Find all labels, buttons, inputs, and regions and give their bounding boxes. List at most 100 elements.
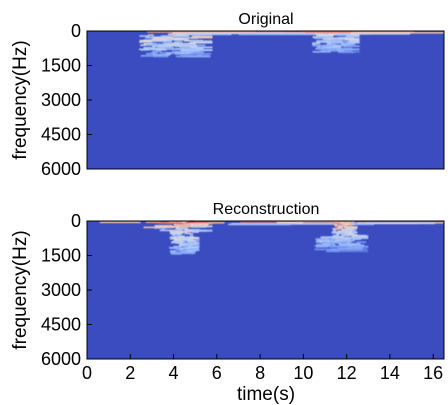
x-tick-label: 14	[380, 363, 400, 383]
heatmap-reconstruction	[87, 221, 444, 359]
spectral-streak	[332, 228, 336, 230]
spectral-streak	[154, 227, 167, 229]
spectral-streak	[173, 44, 198, 47]
y-axis-label: frequency(Hz)	[10, 230, 31, 349]
spectral-streak	[162, 225, 186, 228]
spectral-streak	[179, 248, 183, 250]
spectral-streak	[179, 245, 183, 247]
spectral-streak	[338, 51, 355, 54]
spectral-streak	[312, 43, 316, 46]
spectral-streak	[185, 244, 193, 247]
spectral-streak	[190, 226, 207, 228]
spectral-streak	[183, 247, 194, 249]
spectral-streak	[182, 248, 186, 250]
spectral-streak	[148, 34, 154, 36]
spectral-streak	[329, 249, 339, 251]
spectral-streak	[336, 233, 340, 235]
spectral-streak	[312, 42, 321, 44]
spectral-streak	[316, 34, 330, 37]
spectral-streak	[186, 237, 199, 239]
spectral-streak	[160, 35, 188, 37]
spectral-streak	[176, 228, 186, 230]
spectral-streak	[316, 243, 330, 246]
spectral-streak	[183, 241, 186, 243]
spectral-streak	[351, 235, 368, 238]
spectral-streak	[192, 237, 200, 239]
spectral-streak	[156, 49, 167, 51]
spectral-streak	[349, 237, 356, 240]
spectral-streak	[151, 52, 158, 54]
spectral-streak	[346, 45, 359, 47]
spectral-streak	[150, 40, 172, 42]
spectral-streak	[348, 40, 360, 42]
spectral-streak	[333, 229, 336, 231]
spectral-streak	[328, 33, 342, 36]
spectral-streak	[315, 241, 320, 243]
spectral-streak	[316, 39, 326, 42]
spectral-streak	[333, 223, 341, 225]
y-tick-label: 6000	[41, 159, 81, 179]
spectral-streak	[326, 42, 332, 45]
spectral-streak	[336, 50, 344, 52]
spectral-streak	[298, 221, 356, 223]
spectral-streak	[179, 225, 198, 228]
spectral-streak	[327, 41, 344, 44]
spectral-streak	[343, 246, 348, 249]
y-axis-label: frequency(Hz)	[10, 40, 31, 159]
heatmap-original	[87, 31, 444, 169]
x-axis-label: time(s)	[237, 384, 295, 405]
spectral-streak	[356, 241, 367, 243]
spectral-streak	[185, 33, 212, 36]
spectral-streak	[338, 243, 355, 246]
x-tick-label: 16	[423, 363, 443, 383]
spectral-streak	[193, 31, 301, 34]
chart-title: Reconstruction	[213, 201, 320, 218]
spectral-streak	[320, 50, 338, 52]
spectral-streak	[181, 247, 188, 249]
y-tick-label: 1500	[41, 246, 81, 266]
spectral-streak	[144, 47, 165, 50]
spectral-streak	[329, 236, 350, 239]
spectral-streak	[331, 235, 344, 238]
spectral-streak	[337, 249, 347, 251]
spectral-streak	[228, 223, 291, 226]
spectral-streak	[344, 38, 360, 41]
spectral-streak	[146, 53, 155, 55]
spectral-streak	[276, 221, 303, 224]
spectral-streak	[349, 221, 355, 223]
spectral-streak	[152, 45, 172, 47]
spectral-streak	[331, 232, 341, 234]
spectral-streak	[326, 250, 340, 253]
spectral-streak	[190, 235, 194, 238]
y-tick-label: 0	[71, 211, 81, 231]
spectral-streak	[337, 250, 355, 253]
spectral-streak	[335, 239, 345, 241]
spectral-streak	[197, 53, 203, 56]
x-tick-label: 8	[255, 363, 265, 383]
spectral-streak	[320, 236, 335, 239]
spectral-streak	[174, 238, 183, 241]
spectral-streak	[183, 230, 207, 232]
spectral-streak	[183, 252, 196, 255]
spectral-streak	[187, 239, 196, 242]
spectral-streak	[348, 233, 352, 235]
spectral-streak	[145, 44, 166, 46]
spectral-streak	[187, 243, 197, 245]
spectral-streak	[344, 226, 348, 229]
spectral-streak	[315, 245, 328, 248]
spectral-streak	[175, 233, 181, 236]
y-tick-label: 4500	[41, 315, 81, 335]
spectral-streak	[184, 232, 191, 235]
spectral-streak	[145, 221, 161, 224]
spectral-streak	[351, 234, 355, 237]
spectral-streak	[348, 37, 360, 40]
spectral-streak	[341, 239, 355, 242]
spectral-streak	[316, 46, 322, 49]
spectral-streak	[314, 33, 324, 35]
spectral-streak	[316, 248, 323, 251]
spectral-streak	[139, 41, 143, 43]
spectral-streak	[175, 37, 199, 39]
x-tick-label: 2	[125, 363, 135, 383]
spectral-streak	[139, 48, 165, 51]
y-tick-label: 1500	[41, 56, 81, 76]
